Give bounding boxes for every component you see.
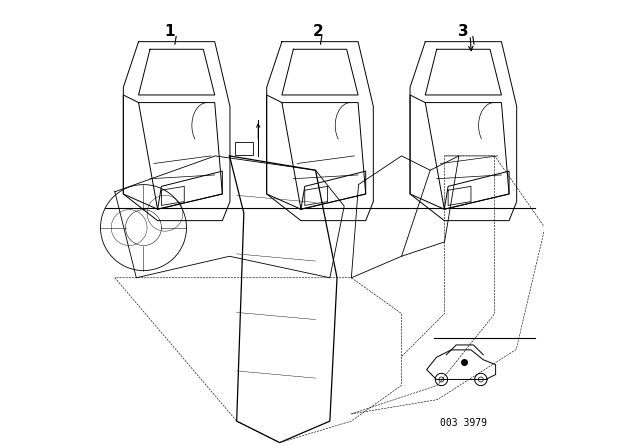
Bar bbox=[235, 142, 253, 155]
Text: 1: 1 bbox=[164, 24, 175, 39]
Text: 2: 2 bbox=[312, 24, 323, 39]
Text: 003 3979: 003 3979 bbox=[440, 418, 487, 428]
Text: 3: 3 bbox=[458, 24, 468, 39]
